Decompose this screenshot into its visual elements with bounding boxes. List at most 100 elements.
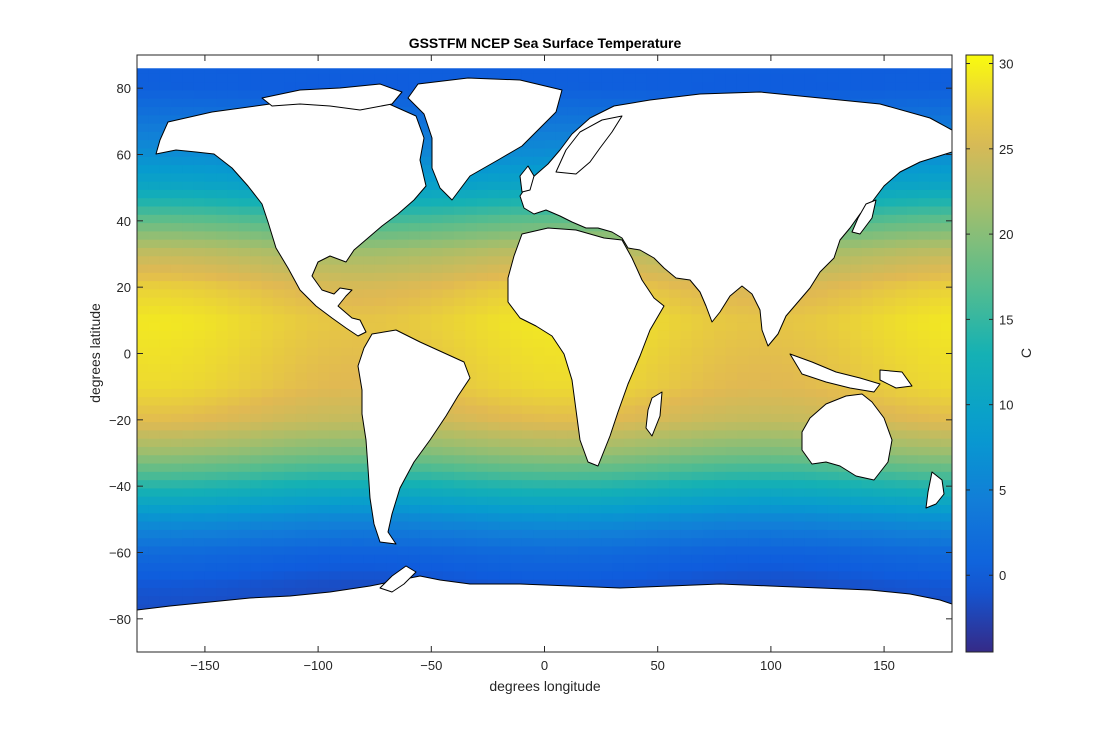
sst-cell	[544, 545, 557, 555]
sst-cell	[510, 313, 523, 323]
sst-cell	[442, 529, 455, 539]
sst-cell	[918, 570, 930, 580]
sst-cell	[589, 106, 602, 116]
sst-cell	[170, 587, 183, 597]
sst-cell	[510, 230, 523, 240]
sst-cell	[635, 255, 647, 265]
sst-cell	[261, 479, 274, 489]
sst-cell	[284, 512, 297, 522]
sst-cell	[397, 529, 410, 539]
sst-cell	[170, 404, 183, 414]
sst-cell	[748, 504, 761, 514]
sst-cell	[329, 537, 342, 547]
sst-cell	[476, 222, 489, 232]
sst-cell	[725, 330, 738, 340]
sst-cell	[250, 280, 263, 290]
sst-cell	[487, 462, 500, 472]
sst-cell	[137, 446, 149, 456]
sst-cell	[929, 64, 942, 74]
sst-cell	[895, 247, 908, 257]
sst-cell	[272, 396, 285, 406]
sst-cell	[137, 380, 149, 389]
sst-cell	[442, 205, 455, 215]
sst-cell	[725, 346, 738, 356]
sst-cell	[227, 404, 240, 414]
sst-cell	[453, 222, 466, 232]
sst-cell	[906, 421, 919, 431]
sst-cell	[736, 73, 749, 83]
sst-cell	[182, 438, 195, 447]
sst-cell	[465, 479, 478, 489]
sst-cell	[204, 462, 217, 472]
sst-cell	[884, 263, 897, 273]
sst-cell	[442, 64, 455, 74]
sst-cell	[544, 504, 557, 514]
sst-cell	[419, 545, 432, 555]
sst-cell	[159, 272, 172, 282]
sst-cell	[635, 529, 647, 539]
sst-cell	[295, 479, 308, 489]
sst-cell	[340, 438, 353, 447]
sst-cell	[702, 554, 715, 564]
sst-cell	[510, 380, 523, 389]
sst-cell	[623, 81, 636, 91]
sst-cell	[884, 98, 897, 108]
sst-cell	[725, 462, 738, 472]
sst-cell	[419, 512, 432, 522]
sst-cell	[770, 380, 783, 389]
sst-cell	[782, 388, 795, 398]
sst-cell	[793, 529, 806, 539]
sst-cell	[193, 156, 206, 166]
sst-cell	[816, 545, 829, 555]
sst-cell	[204, 429, 217, 439]
sst-cell	[465, 529, 478, 539]
sst-cell	[318, 512, 331, 522]
sst-cell	[804, 529, 817, 539]
sst-cell	[827, 537, 840, 547]
sst-cell	[748, 305, 761, 315]
sst-cell	[895, 496, 908, 506]
sst-cell	[691, 471, 704, 481]
sst-cell	[544, 554, 557, 564]
sst-cell	[329, 512, 342, 522]
sst-cell	[623, 404, 636, 414]
sst-cell	[397, 205, 410, 215]
sst-cell	[306, 355, 319, 365]
sst-cell	[352, 280, 364, 290]
sst-cell	[736, 504, 749, 514]
sst-cell	[284, 421, 297, 431]
sst-cell	[193, 545, 206, 555]
sst-cell	[295, 462, 308, 472]
sst-cell	[499, 313, 512, 323]
colorbar-tick-label: 20	[999, 227, 1013, 242]
colorbar-tick-label: 0	[999, 568, 1006, 583]
sst-cell	[295, 520, 308, 530]
sst-cell	[306, 512, 319, 522]
sst-cell	[895, 230, 908, 240]
sst-cell	[329, 554, 342, 564]
sst-cell	[329, 338, 342, 348]
sst-cell	[216, 288, 229, 298]
sst-cell	[352, 338, 364, 348]
sst-cell	[238, 197, 251, 207]
sst-cell	[940, 222, 952, 232]
sst-cell	[635, 454, 647, 464]
sst-cell	[499, 545, 512, 555]
sst-cell	[544, 222, 557, 232]
sst-cell	[261, 263, 274, 273]
sst-cell	[725, 529, 738, 539]
sst-cell	[816, 380, 829, 389]
sst-cell	[578, 454, 591, 464]
sst-cell	[238, 587, 251, 597]
sst-cell	[646, 570, 659, 580]
sst-cell	[193, 396, 206, 406]
sst-cell	[487, 537, 500, 547]
sst-cell	[465, 520, 478, 530]
sst-cell	[895, 512, 908, 522]
sst-cell	[736, 429, 749, 439]
sst-cell	[465, 388, 478, 398]
sst-cell	[340, 446, 353, 456]
sst-cell	[170, 537, 183, 547]
sst-cell	[691, 388, 704, 398]
sst-cell	[521, 330, 534, 340]
